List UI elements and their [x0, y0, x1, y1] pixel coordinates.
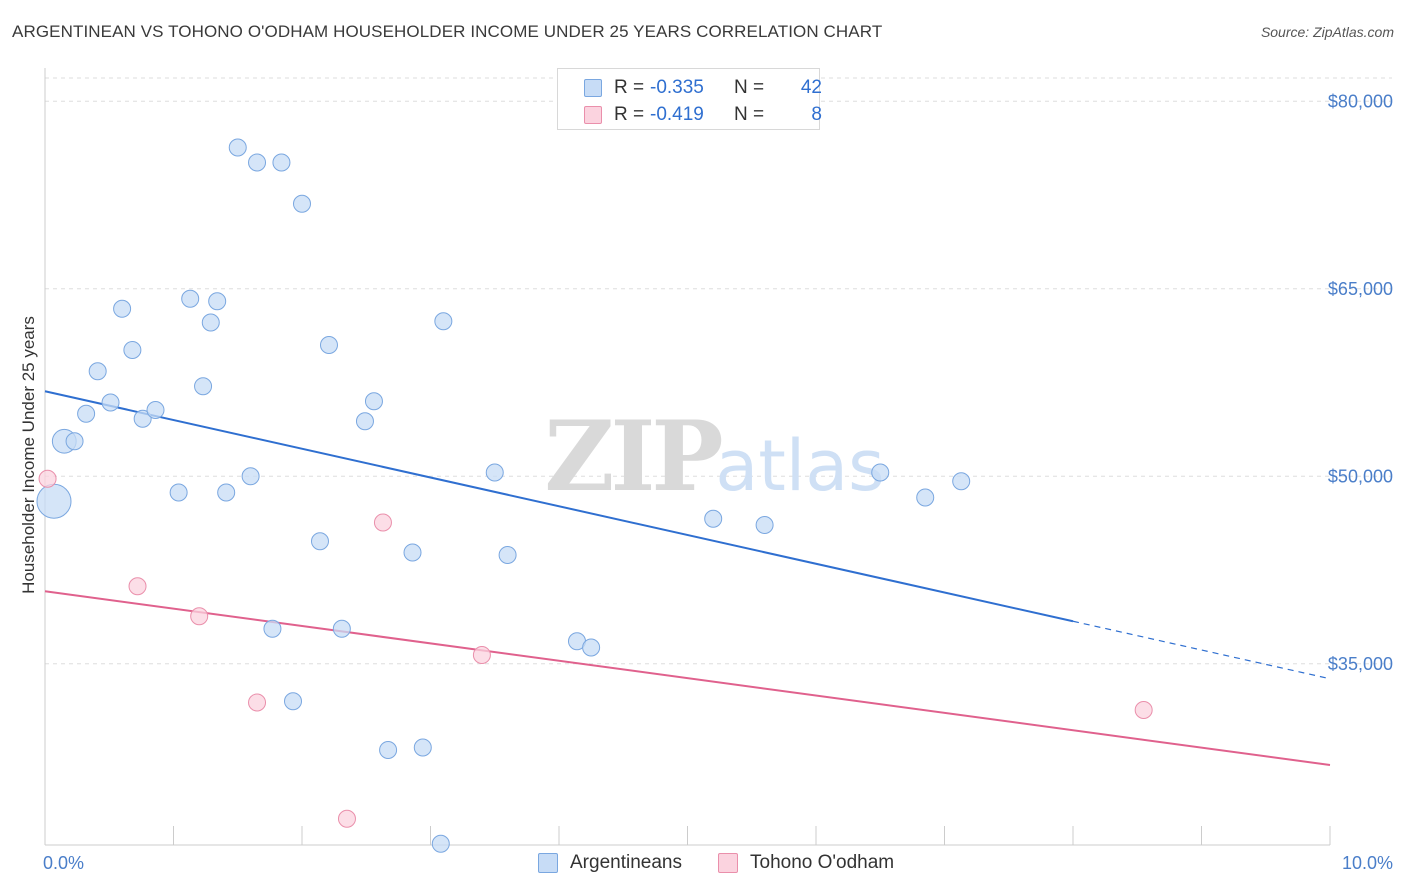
y-tick-label: $65,000 [1328, 279, 1393, 299]
point-argentineans [413, 738, 432, 757]
point-argentineans [431, 834, 450, 853]
point-argentineans [498, 546, 517, 564]
point-argentineans [355, 412, 374, 431]
tick-labels: $35,000 $50,000 $65,000 $80,000 0.0% 10.0% [43, 91, 1393, 873]
stats-legend: R = -0.335 N = 42 R = -0.419 N = 8 [557, 68, 822, 130]
point-argentineans [434, 312, 453, 331]
point-argentineans [217, 483, 236, 502]
point-argentineans [485, 463, 504, 482]
legend-swatch-blue [584, 79, 602, 97]
point-argentineans [201, 313, 220, 332]
point-argentineans [77, 404, 96, 423]
chart-title: ARGENTINEAN VS TOHONO O'ODHAM HOUSEHOLDE… [12, 22, 883, 41]
point-argentineans [284, 692, 303, 711]
axes [44, 68, 1331, 846]
legend-r-label: R = [614, 104, 645, 125]
point-tohono [373, 513, 392, 532]
trendline-argentineans-extension [1072, 620, 1331, 680]
grid-lines [45, 77, 1392, 665]
trend-lines [44, 390, 1331, 766]
point-argentineans [123, 341, 142, 359]
point-argentineans [241, 467, 260, 486]
watermark-atlas: atlas [715, 425, 884, 507]
data-points [36, 138, 1153, 853]
point-tohono [190, 607, 209, 626]
point-tohono [1134, 701, 1153, 719]
point-argentineans [704, 509, 723, 528]
bottom-legend-label: Tohono O'odham [750, 852, 895, 873]
trendline-argentineans [44, 390, 1074, 623]
point-argentineans [248, 153, 267, 172]
source-label: Source: ZipAtlas.com [1260, 24, 1394, 40]
legend-n-label: N = [734, 104, 765, 125]
point-argentineans [364, 392, 383, 411]
point-argentineans [403, 543, 422, 562]
bottom-legend-swatch-pink [718, 853, 738, 873]
legend-n-value: 42 [800, 77, 822, 98]
point-argentineans [65, 432, 84, 451]
point-argentineans [755, 516, 774, 534]
y-tick-label: $35,000 [1328, 654, 1393, 674]
point-argentineans [332, 619, 351, 638]
point-argentineans [36, 483, 72, 519]
point-argentineans [101, 393, 120, 412]
point-argentineans [113, 299, 132, 318]
legend-n-value: 8 [811, 104, 822, 125]
watermark-zip: ZIP [544, 400, 721, 513]
legend-r-value: -0.335 [650, 77, 704, 98]
point-argentineans [319, 336, 338, 354]
point-argentineans [952, 472, 971, 491]
y-tick-label: $80,000 [1328, 91, 1393, 111]
point-argentineans [208, 292, 227, 311]
y-axis-label: Householder Income Under 25 years [19, 316, 38, 594]
point-argentineans [379, 741, 398, 759]
point-tohono [337, 809, 356, 828]
x-tick-label: 10.0% [1342, 853, 1393, 873]
point-argentineans [916, 488, 935, 507]
point-tohono [38, 469, 57, 488]
point-argentineans [133, 409, 152, 428]
point-argentineans [181, 289, 200, 308]
point-argentineans [582, 638, 601, 657]
point-argentineans [169, 483, 188, 502]
point-argentineans [310, 532, 329, 551]
point-argentineans [263, 619, 282, 638]
point-tohono [248, 693, 267, 712]
point-argentineans [871, 463, 890, 482]
point-argentineans [293, 194, 311, 213]
point-argentineans [88, 362, 107, 381]
point-tohono [472, 646, 491, 664]
point-argentineans [146, 401, 165, 419]
point-argentineans [272, 153, 291, 172]
legend-swatch-pink [584, 106, 602, 124]
legend-r-label: R = [614, 77, 645, 98]
point-argentineans [194, 377, 213, 396]
y-tick-label: $50,000 [1328, 466, 1393, 486]
bottom-legend-swatch-blue [538, 853, 558, 873]
bottom-legend-label: Argentineans [570, 852, 682, 873]
legend-r-value: -0.419 [650, 104, 704, 125]
x-tick-label: 0.0% [43, 853, 84, 873]
trendline-tohono [44, 590, 1331, 766]
point-tohono [128, 577, 147, 596]
legend-n-label: N = [734, 77, 765, 98]
point-argentineans [228, 138, 247, 157]
